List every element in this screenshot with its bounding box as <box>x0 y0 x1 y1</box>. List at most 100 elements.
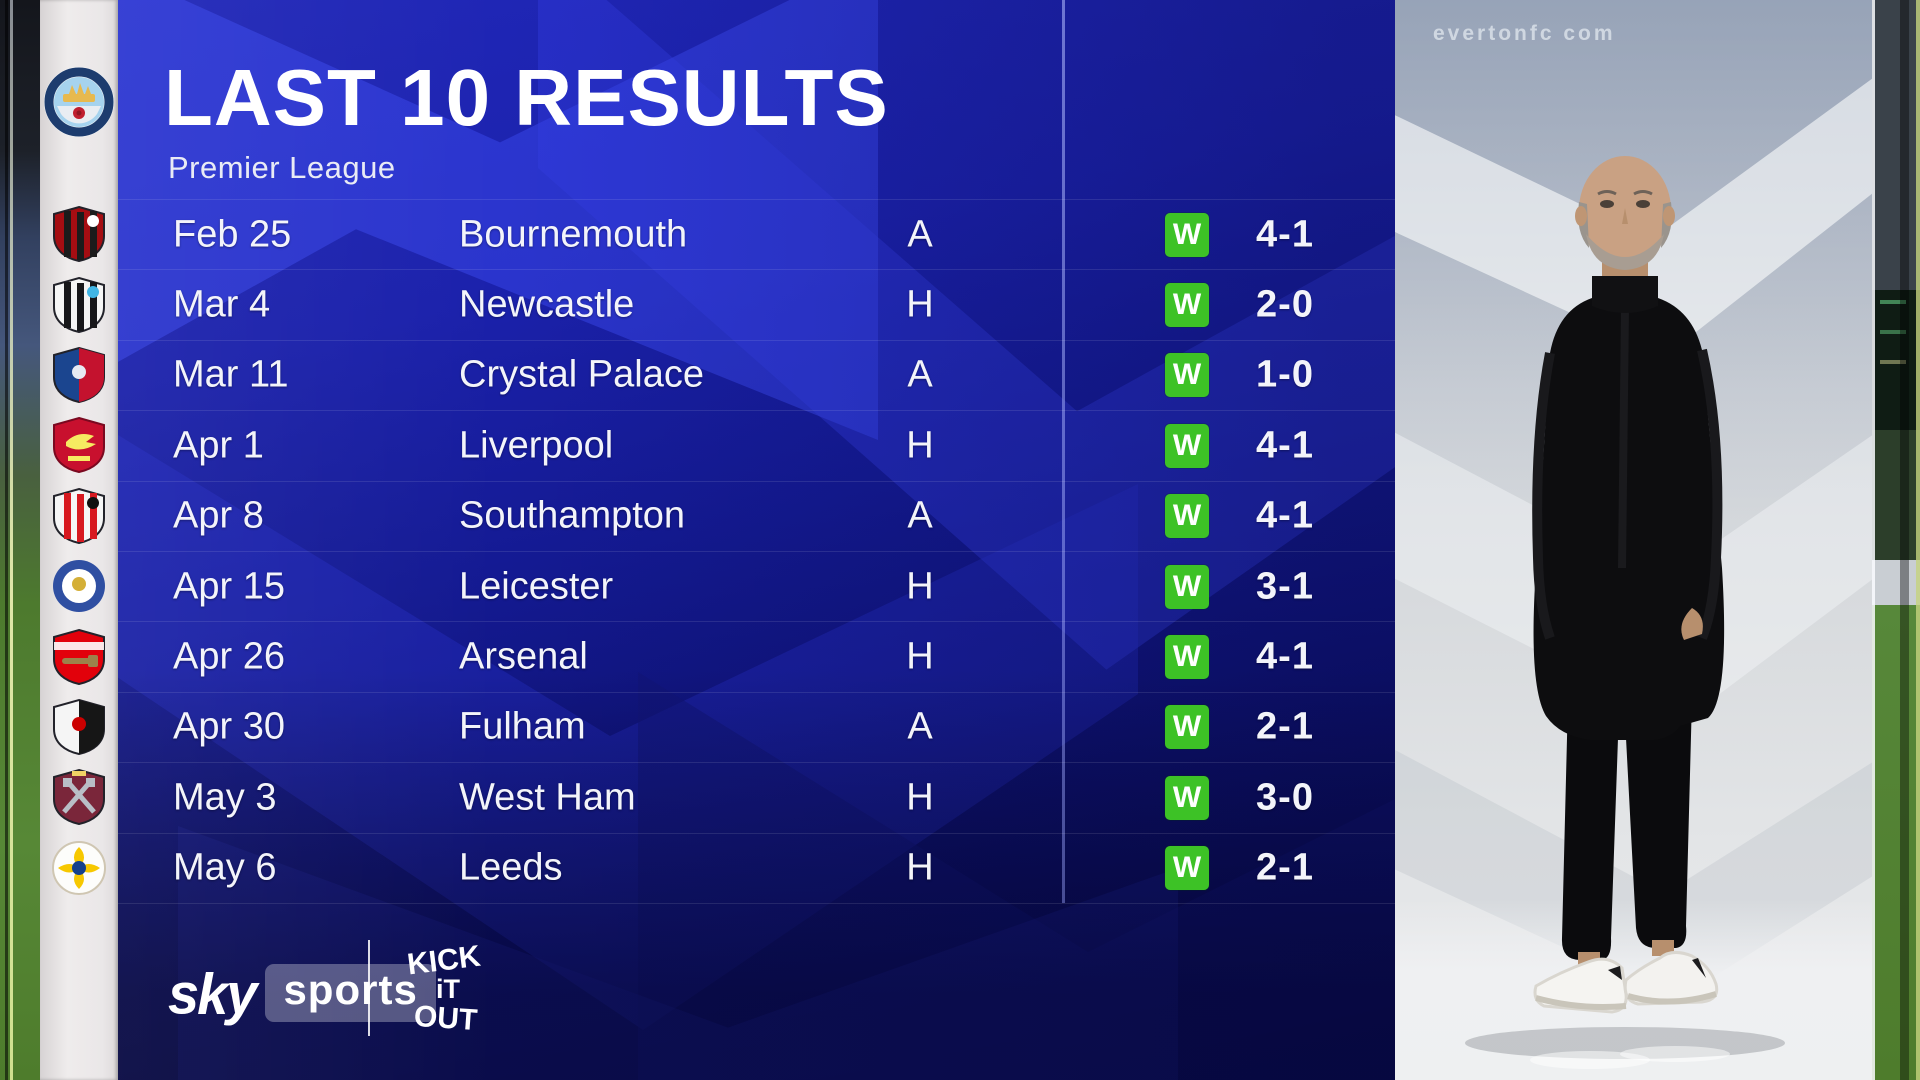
result-row: Mar 4 Newcastle H W 2-0 <box>118 269 1395 339</box>
win-badge: W <box>1165 283 1209 328</box>
match-score: 2-0 <box>1256 283 1314 326</box>
kio-line2: iT <box>436 974 461 1004</box>
sky-logo: sky <box>168 960 257 1026</box>
manchester-city-badge-icon <box>43 66 115 138</box>
match-score: 4-1 <box>1256 494 1314 537</box>
footer-logos: sky sports <box>168 938 436 1048</box>
win-badge: W <box>1165 846 1209 891</box>
rows-bottom-line <box>118 903 1395 904</box>
match-opponent: Liverpool <box>459 424 614 467</box>
video-pitch <box>1872 605 1920 1080</box>
right-strip-shadow <box>1900 0 1909 1080</box>
match-venue: H <box>906 776 934 819</box>
win-badge: W <box>1165 775 1209 820</box>
match-venue: H <box>906 424 934 467</box>
video-lower-stand <box>1872 430 1920 560</box>
match-opponent: Leeds <box>459 846 563 889</box>
match-opponent: Bournemouth <box>459 213 688 256</box>
match-opponent: Arsenal <box>459 635 588 678</box>
result-row: Apr 8 Southampton A W 4-1 <box>118 480 1395 551</box>
match-date: Mar 4 <box>173 283 271 326</box>
badge-fulham-icon <box>50 698 108 756</box>
match-venue: H <box>906 565 934 608</box>
match-score: 2-1 <box>1256 846 1314 889</box>
result-row: Feb 25 Bournemouth A W 4-1 <box>118 199 1395 269</box>
video-hoarding <box>1872 560 1920 605</box>
win-badge: W <box>1165 212 1209 257</box>
badge-newcastle-icon <box>50 276 108 334</box>
match-venue: A <box>907 494 933 537</box>
match-score: 4-1 <box>1256 213 1314 256</box>
win-badge: W <box>1165 353 1209 398</box>
match-opponent: Southampton <box>459 494 686 537</box>
win-badge: W <box>1165 635 1209 680</box>
manager-photo <box>1440 138 1810 1073</box>
badge-leicester-icon <box>50 557 108 615</box>
result-row: Mar 11 Crystal Palace A W 1-0 <box>118 339 1395 410</box>
results-rows: Feb 25 Bournemouth A W 4-1 Mar 4 Newcast… <box>118 199 1395 904</box>
match-opponent: Fulham <box>459 705 586 748</box>
badge-southampton-icon <box>50 487 108 545</box>
match-date: Apr 8 <box>173 494 264 537</box>
left-video-strip <box>0 0 40 1080</box>
badge-arsenal-icon <box>50 628 108 686</box>
sky-sports-logo: sports <box>265 964 436 1022</box>
match-date: Apr 26 <box>173 635 285 678</box>
right-strip-edge-line <box>1916 0 1920 1080</box>
result-row: Apr 30 Fulham A W 2-1 <box>118 691 1395 762</box>
win-badge: W <box>1165 705 1209 750</box>
match-venue: A <box>907 213 933 256</box>
win-badge: W <box>1165 423 1209 468</box>
result-row: May 6 Leeds H W 2-1 <box>118 832 1395 903</box>
match-date: Apr 15 <box>173 565 285 608</box>
left-strip-dark-line <box>5 0 8 1080</box>
win-badge: W <box>1165 564 1209 609</box>
match-date: Apr 30 <box>173 705 285 748</box>
match-score: 4-1 <box>1256 635 1314 678</box>
badge-crystal-palace-icon <box>50 346 108 404</box>
match-date: Mar 11 <box>173 353 289 396</box>
page-subtitle: Premier League <box>168 150 396 185</box>
result-row: Apr 1 Liverpool H W 4-1 <box>118 410 1395 480</box>
kio-line3: OUT <box>413 1000 478 1037</box>
badge-leeds-icon <box>50 839 108 897</box>
match-venue: H <box>906 846 934 889</box>
match-score: 3-0 <box>1256 776 1314 819</box>
match-date: May 6 <box>173 846 277 889</box>
result-row: May 3 West Ham H W 3-0 <box>118 762 1395 832</box>
scoreboard-text-line <box>1880 300 1906 304</box>
right-strip-white-line <box>1872 0 1875 1080</box>
left-strip-highlight-line <box>10 0 13 1080</box>
match-date: Feb 25 <box>173 213 292 256</box>
page-title: LAST 10 RESULTS <box>164 53 889 142</box>
match-date: Apr 1 <box>173 424 264 467</box>
photo-panel: evertonfc com <box>1395 0 1872 1080</box>
video-scoreboard <box>1872 290 1920 430</box>
footer-divider <box>368 940 370 1036</box>
scoreboard-text-line <box>1880 360 1906 364</box>
column-divider <box>1062 0 1065 903</box>
result-row: Apr 15 Leicester H W 3-1 <box>118 551 1395 621</box>
win-badge: W <box>1165 494 1209 539</box>
match-opponent: Newcastle <box>459 283 635 326</box>
match-opponent: Crystal Palace <box>459 353 704 396</box>
match-venue: H <box>906 635 934 678</box>
match-score: 3-1 <box>1256 565 1314 608</box>
video-stand <box>1872 0 1920 290</box>
badge-bournemouth-icon <box>50 205 108 263</box>
match-date: May 3 <box>173 776 277 819</box>
match-score: 1-0 <box>1256 353 1314 396</box>
scoreboard-text-line <box>1880 330 1906 334</box>
badge-west-ham-icon <box>50 768 108 826</box>
match-score: 4-1 <box>1256 424 1314 467</box>
match-venue: H <box>906 283 934 326</box>
results-panel: LAST 10 RESULTS Premier League Feb 25 Bo… <box>118 0 1395 1080</box>
match-opponent: West Ham <box>459 776 636 819</box>
match-opponent: Leicester <box>459 565 614 608</box>
badge-rail <box>40 0 118 1080</box>
match-venue: A <box>907 705 933 748</box>
right-video-strip <box>1872 0 1920 1080</box>
badge-liverpool-icon <box>50 416 108 474</box>
match-score: 2-1 <box>1256 705 1314 748</box>
